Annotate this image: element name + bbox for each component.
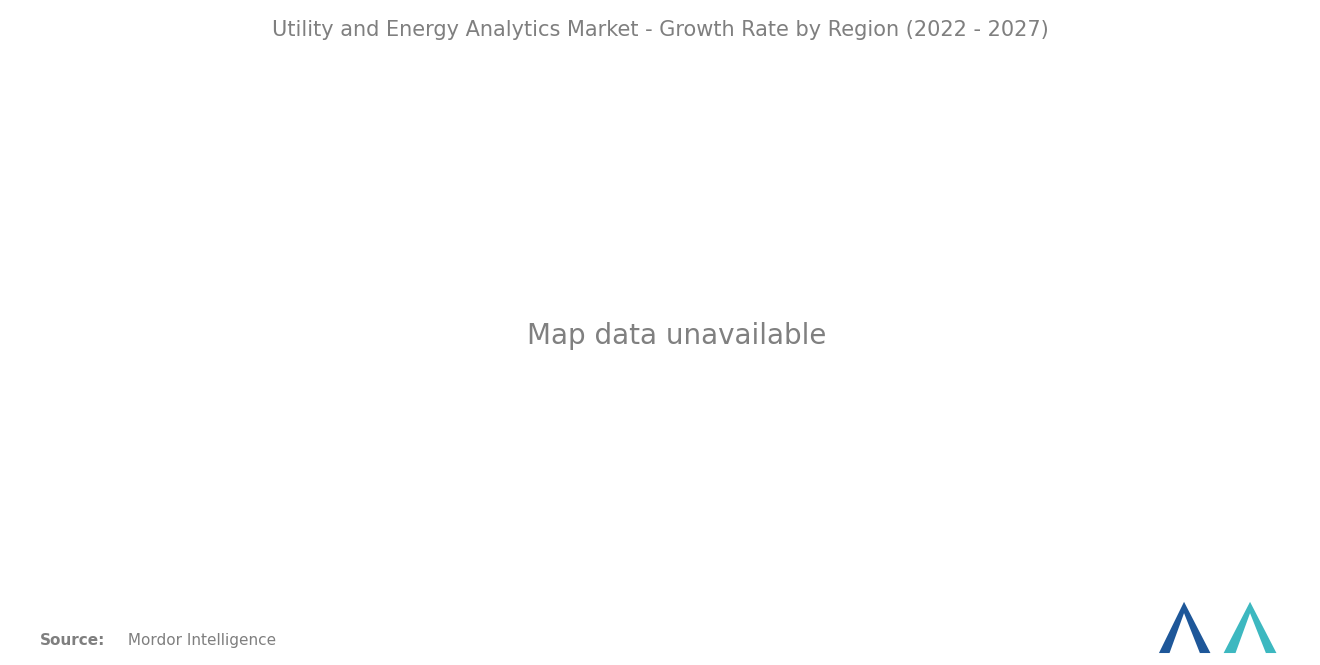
Polygon shape (1224, 602, 1276, 653)
Text: Source:: Source: (40, 633, 106, 648)
Polygon shape (1159, 602, 1210, 653)
Text: Mordor Intelligence: Mordor Intelligence (123, 633, 276, 648)
Text: Map data unavailable: Map data unavailable (527, 322, 826, 350)
Text: Utility and Energy Analytics Market - Growth Rate by Region (2022 - 2027): Utility and Energy Analytics Market - Gr… (272, 20, 1048, 40)
